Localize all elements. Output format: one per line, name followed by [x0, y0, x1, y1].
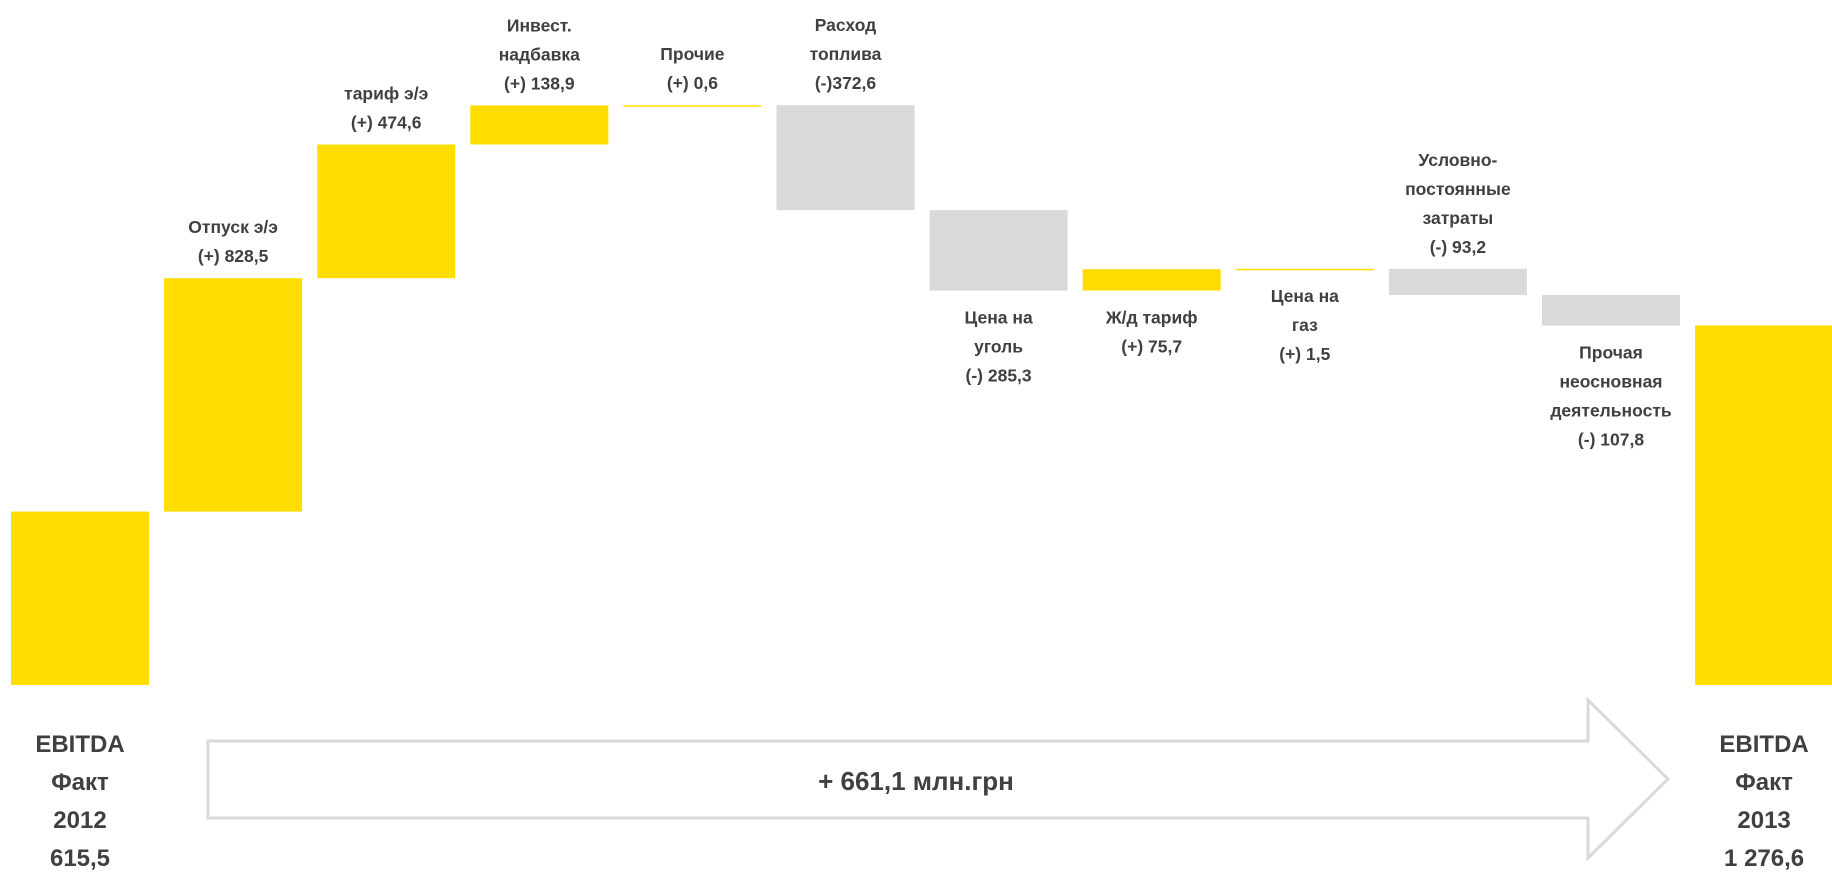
bar-label-3: Инвест. надбавка (+) 138,9 [499, 15, 580, 93]
bar-label-11-line-2: 2013 [1737, 807, 1790, 834]
summary-arrow-shape [206, 696, 1671, 862]
bar-10 [1542, 295, 1680, 326]
bar-label-5-line-0: Расход [815, 15, 877, 35]
bar-label-6-line-1: уголь [974, 337, 1023, 357]
bar-label-11: EBITDA Факт 2013 1 276,6 [1719, 731, 1808, 872]
bar-label-5-line-1: топлива [810, 44, 882, 64]
bar-label-7-line-0: Ж/д тариф [1105, 308, 1198, 328]
bar-label-0-line-2: 2012 [53, 807, 106, 834]
bar-label-11-line-3: 1 276,6 [1724, 845, 1804, 872]
bar-label-0-line-3: 615,5 [50, 845, 110, 872]
bar-label-5: Расход топлива (-)372,6 [810, 15, 882, 93]
bar-label-1-line-1: (+) 828,5 [198, 246, 269, 266]
bar-label-6: Цена на уголь (-) 285,3 [964, 308, 1032, 386]
bar-label-8-line-1: газ [1292, 315, 1318, 335]
bar-label-0-line-1: Факт [51, 769, 109, 796]
bar-label-0: EBITDA Факт 2012 615,5 [35, 731, 124, 872]
bar-label-4-line-1: (+) 0,6 [667, 73, 718, 93]
bars-layer [11, 105, 1832, 685]
bar-label-7: Ж/д тариф (+) 75,7 [1105, 308, 1198, 357]
bar-11 [1695, 325, 1832, 685]
bar-label-2: тариф э/э (+) 474,6 [344, 84, 428, 133]
bar-label-8: Цена на газ (+) 1,5 [1271, 286, 1339, 364]
bar-label-9-line-1: постоянные [1405, 179, 1511, 199]
bar-label-9: Условно-постоянные затраты (-) 93,2 [1405, 150, 1511, 257]
bar-5 [776, 105, 915, 211]
bar-3 [470, 105, 609, 145]
bar-label-6-line-0: Цена на [964, 308, 1032, 328]
bar-label-9-line-3: (-) 93,2 [1430, 237, 1487, 257]
bar-label-8-line-2: (+) 1,5 [1279, 344, 1330, 364]
bar-label-7-line-1: (+) 75,7 [1121, 337, 1182, 357]
bar-label-3-line-0: Инвест. [507, 15, 572, 35]
summary-arrow: + 661,1 млн.грн [206, 696, 1671, 862]
bar-label-10-line-1: неосновная [1559, 371, 1662, 391]
bar-label-4-line-0: Прочие [660, 44, 724, 64]
bar-label-9-line-0: Условно- [1418, 150, 1497, 170]
bar-label-6-line-2: (-) 285,3 [966, 366, 1032, 386]
bar-label-0-line-0: EBITDA [35, 731, 124, 758]
bar-label-1-line-0: Отпуск э/э [188, 217, 278, 237]
bar-label-9-line-2: затраты [1423, 208, 1494, 228]
bar-1 [164, 278, 303, 512]
bar-label-10: Прочая неосновная деятельность (-) 107,8 [1550, 342, 1672, 449]
bar-7 [1082, 269, 1221, 291]
bar-label-10-line-2: деятельность [1550, 400, 1672, 420]
bar-4 [623, 105, 762, 107]
bar-label-5-line-2: (-)372,6 [815, 73, 877, 93]
bar-label-1: Отпуск э/э (+) 828,5 [188, 217, 278, 266]
bar-label-2-line-1: (+) 474,6 [351, 113, 422, 133]
bar-label-10-line-0: Прочая [1579, 342, 1643, 362]
labels-layer: EBITDA Факт 2012 615,5 Отпуск э/э (+) 828,5 та… [35, 15, 1808, 872]
bar-8 [1235, 268, 1374, 271]
bar-label-4: Прочие (+) 0,6 [660, 44, 724, 93]
bar-label-11-line-1: Факт [1735, 769, 1793, 796]
bar-label-3-line-1: надбавка [499, 44, 580, 64]
bar-label-11-line-0: EBITDA [1719, 731, 1808, 758]
bar-label-2-line-0: тариф э/э [344, 84, 428, 104]
bar-6 [929, 210, 1068, 291]
bar-0 [11, 511, 149, 685]
bar-2 [317, 144, 456, 279]
summary-arrow-label: + 661,1 млн.грн [818, 766, 1014, 796]
bar-label-8-line-0: Цена на [1271, 286, 1339, 306]
bar-label-3-line-2: (+) 138,9 [504, 73, 575, 93]
bar-9 [1388, 268, 1527, 296]
bar-label-10-line-3: (-) 107,8 [1578, 429, 1644, 449]
